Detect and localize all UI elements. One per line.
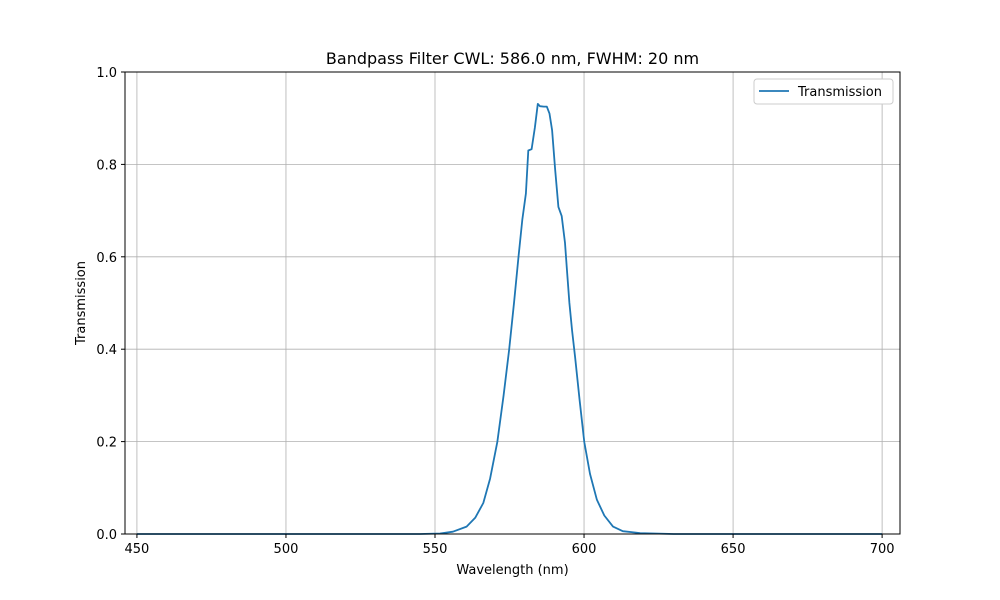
axes-frame	[124, 71, 901, 535]
x-tick-label: 500	[274, 542, 299, 557]
legend-label: Transmission	[797, 85, 882, 100]
y-tick-label: 0.0	[96, 528, 117, 543]
y-axis-label: Transmission	[74, 261, 89, 346]
series-line-transmission	[136, 103, 883, 535]
x-tick-label: 650	[721, 542, 746, 557]
y-tick-label: 0.4	[96, 343, 117, 358]
x-axis-label: Wavelength (nm)	[456, 563, 568, 578]
chart-title: Bandpass Filter CWL: 586.0 nm, FWHM: 20 …	[326, 49, 699, 68]
legend: Transmission	[753, 78, 894, 105]
x-tick-label: 450	[125, 542, 150, 557]
y-tick-label: 1.0	[96, 66, 117, 81]
x-tick-label: 700	[870, 542, 895, 557]
y-tick-label: 0.8	[96, 158, 117, 173]
grid	[125, 71, 900, 535]
legend-box	[753, 78, 894, 105]
ticks: 450 500 550 600 650 700 0.0 0.2 0.4 0.6 0.8 1.0	[96, 66, 894, 557]
y-tick-label: 0.6	[96, 251, 117, 266]
x-tick-label: 550	[423, 542, 448, 557]
y-tick-label: 0.2	[96, 436, 117, 451]
x-tick-label: 600	[572, 542, 597, 557]
